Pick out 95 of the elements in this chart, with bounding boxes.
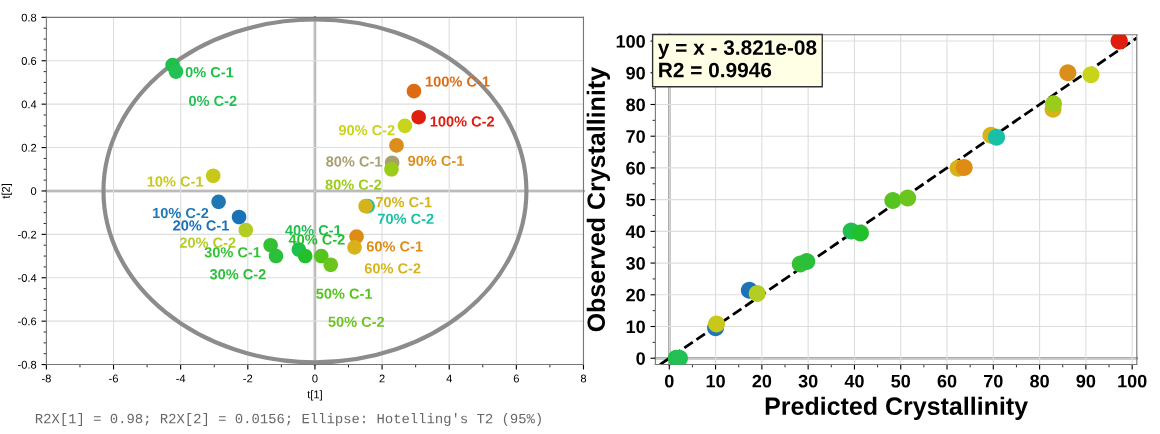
annotation: y = x - 3.821e-08 R2 = 0.9946 (657, 40, 817, 78)
series-label: 60% C-2 (364, 263, 421, 274)
point (955, 159, 973, 177)
series-label: 70% C-1 (375, 196, 432, 208)
series-label: 40% C-2 (288, 234, 345, 245)
x-tick-label: 90 (1076, 374, 1096, 388)
x-tick-label: 0 (664, 374, 674, 388)
series-label: 40% C-1 (285, 225, 342, 236)
point (899, 189, 917, 207)
x-tick-label: 6 (513, 374, 519, 383)
series-label: 80% C-1 (326, 156, 383, 167)
x-tick-label: 80 (1030, 374, 1049, 388)
y-tick-label: 80 (626, 98, 645, 112)
series-label: 20% C-2 (179, 237, 236, 248)
x-tick-label: 30 (798, 374, 818, 388)
point (323, 257, 338, 273)
point (211, 194, 226, 210)
point (314, 248, 329, 264)
y-axis-title: Observed Crystallinity (586, 67, 610, 332)
series-label: 30% C-1 (204, 247, 261, 258)
x-tick-label: 10 (706, 374, 725, 388)
y-tick-label: -0.8 (18, 360, 37, 369)
point (263, 237, 278, 253)
point (411, 109, 426, 125)
y-tick-label: 100 (616, 35, 645, 48)
y-tick-label: 50 (626, 193, 645, 207)
y-tick-label: 60 (626, 161, 645, 175)
series-label: 0% C-1 (185, 67, 234, 78)
y-tick-label: -0.4 (18, 274, 37, 282)
series-label: 100% C-2 (430, 116, 495, 127)
x-tick-label: 70 (984, 374, 1003, 388)
y-tick-label: 30 (626, 257, 645, 270)
x-tick-label: -4 (176, 374, 186, 383)
point (238, 222, 254, 238)
point (168, 64, 184, 79)
point (268, 248, 284, 264)
x-tick-label: 40 (844, 374, 864, 388)
point (406, 83, 422, 99)
y-axis-title: t[2] (1, 184, 12, 199)
y-tick-label: 0.2 (21, 143, 37, 152)
series-label: 100% C-1 (425, 76, 490, 87)
y-tick-label: 90 (626, 66, 645, 80)
x-tick-label: -8 (41, 374, 51, 383)
x-axis-title: t[1] (307, 390, 322, 401)
text: R2X[1] = 0.98; R2X[2] = 0.0156; Ellipse: Hotelling's T2 (95%) (35, 413, 541, 427)
series-label: 20% C-1 (173, 220, 229, 231)
x-tick-label: 8 (580, 374, 587, 383)
y-tick-label: 0.8 (21, 13, 37, 22)
point (708, 315, 726, 333)
series-label: 50% C-1 (316, 288, 373, 299)
y-tick-label: 70 (626, 130, 645, 143)
y-tick-label: 40 (625, 225, 645, 239)
series-label: 10% C-2 (153, 207, 209, 219)
point (851, 224, 869, 242)
point (884, 192, 902, 210)
x-tick-label: 4 (446, 374, 452, 383)
point (231, 209, 247, 225)
point (397, 118, 413, 134)
point (748, 285, 766, 303)
series-label: 90% C-1 (408, 155, 464, 166)
y-tick-label: -0.6 (18, 317, 37, 326)
series-label: 90% C-2 (338, 125, 395, 136)
series-label: 0% C-2 (189, 95, 237, 107)
y-tick-label: 0.6 (21, 57, 37, 65)
point (389, 138, 404, 153)
point (1082, 66, 1100, 84)
y-tick-label: 0 (30, 187, 37, 196)
y-tick-label: 10 (626, 320, 645, 334)
point (798, 252, 816, 270)
x-tick-label: 100 (1118, 374, 1147, 388)
point (988, 128, 1006, 146)
text: 50% C-2 (328, 316, 385, 327)
y-tick-label: 0.4 (21, 100, 37, 109)
y-tick-label: 20 (626, 288, 645, 302)
x-tick-label: 50 (891, 374, 911, 388)
x-tick-label: 0 (312, 374, 318, 383)
point (297, 248, 313, 264)
point (205, 168, 221, 184)
x-tick-label: 60 (937, 374, 957, 388)
series-label: 30% C-2 (209, 269, 266, 280)
point (1044, 95, 1062, 113)
point (384, 161, 399, 177)
series-label: 60% C-1 (366, 241, 423, 252)
y-tick-label: 0 (636, 352, 645, 365)
x-tick-label: 2 (379, 374, 385, 383)
series-label: 70% C-2 (377, 213, 434, 224)
y-tick-label: -0.2 (18, 230, 37, 239)
series-label: 80% C-2 (325, 179, 382, 190)
x-tick-label: -2 (243, 374, 253, 383)
x-axis-title: Predicted Crystallinity (765, 396, 1028, 420)
x-tick-label: -6 (109, 374, 118, 383)
point (1059, 64, 1077, 82)
series-label: 10% C-1 (147, 176, 204, 187)
x-tick-label: 20 (752, 374, 772, 388)
point (347, 240, 362, 255)
